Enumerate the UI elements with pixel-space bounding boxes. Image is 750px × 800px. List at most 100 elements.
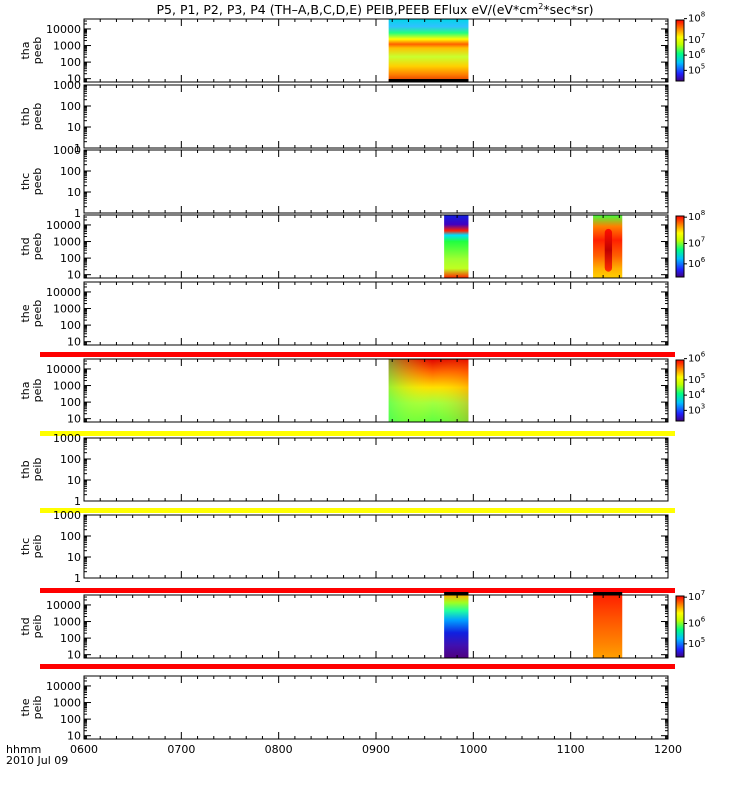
y-axis-label: peib <box>31 458 44 482</box>
panel-frame <box>83 214 669 279</box>
colorbar <box>675 359 685 422</box>
panel-peeb-the: 10000 1000 100 10 the peeb <box>19 281 669 349</box>
y-axis-label: thb <box>19 107 32 125</box>
panel-peeb-thb: 1000 100 10 1 thb peeb <box>19 79 669 155</box>
status-band <box>40 664 675 669</box>
y-axis-label: thc <box>19 173 32 190</box>
y-tick-label: 100 <box>60 252 81 265</box>
panel-frame <box>83 149 669 214</box>
y-tick-label: 10 <box>67 649 81 662</box>
status-band <box>40 508 675 513</box>
y-tick-label: 10 <box>67 474 81 487</box>
y-tick-label: 1000 <box>53 40 81 53</box>
y-axis-label: peib <box>31 696 44 720</box>
panel-peib-thb: 1000 100 10 1 thb peib <box>19 431 675 508</box>
y-tick-label: 10 <box>67 730 81 743</box>
title-part: P5, P1, P2, P3, P4 (TH–A,B,C,D,E) PEIB,P… <box>157 2 539 17</box>
y-tick-label: 10 <box>67 551 81 564</box>
colorbar-label: 103 <box>688 402 705 416</box>
panel-frame <box>83 437 669 502</box>
y-axis-label: tha <box>19 41 32 59</box>
colorbar-label: 107 <box>688 236 705 250</box>
colorbar-label: 108 <box>688 209 705 223</box>
y-tick-label: 1 <box>74 207 81 220</box>
colorbar-label: 106 <box>688 351 706 365</box>
colorbar-label: 105 <box>688 62 705 76</box>
y-axis-label: thd <box>19 617 32 635</box>
panel-frame <box>83 358 669 423</box>
y-tick-label: 1000 <box>53 509 81 522</box>
panel-peeb-thc: 1000 100 10 1 thc peeb <box>19 144 669 220</box>
panel-frame <box>83 84 669 149</box>
colorbar-label: 105 <box>688 372 705 386</box>
status-band <box>40 431 675 436</box>
y-tick-label: 10 <box>67 336 81 349</box>
y-tick-label: 1 <box>74 572 81 585</box>
spectrogram-block <box>444 595 469 658</box>
colorbar-label: 107 <box>688 32 705 46</box>
y-tick-label: 10000 <box>46 363 81 376</box>
y-tick-label: 1000 <box>53 79 81 92</box>
y-tick-label: 1000 <box>53 380 81 393</box>
y-tick-label: 10000 <box>46 599 81 612</box>
y-tick-label: 1000 <box>53 432 81 445</box>
panel-peib-the: 10000 1000 100 10 the peib <box>19 675 669 743</box>
y-tick-label: 100 <box>60 396 81 409</box>
panel-frame <box>83 18 669 83</box>
y-axis-label: peeb <box>31 300 44 328</box>
x-axis-label: hhmm <box>6 743 41 756</box>
y-tick-label: 100 <box>60 453 81 466</box>
y-axis-label: tha <box>19 381 32 399</box>
colorbar-label: 106 <box>688 256 706 270</box>
y-axis-label: the <box>19 304 32 322</box>
status-band <box>40 352 675 357</box>
y-tick-label: 1000 <box>53 616 81 629</box>
y-tick-label: 10000 <box>46 680 81 693</box>
data-edge-line <box>388 79 469 82</box>
y-axis-label: thc <box>19 538 32 555</box>
y-axis-label: peeb <box>31 168 44 196</box>
data-edge-line <box>444 592 469 595</box>
spectrogram-core <box>604 228 613 272</box>
y-axis-label: thd <box>19 237 32 255</box>
y-tick-label: 100 <box>60 56 81 69</box>
y-axis-label: thb <box>19 460 32 478</box>
y-tick-label: 10000 <box>46 286 81 299</box>
y-tick-label: 10000 <box>46 219 81 232</box>
y-tick-label: 10 <box>67 269 81 282</box>
panel-frame <box>83 514 669 579</box>
spectrogram-shade <box>388 359 469 422</box>
y-tick-label: 100 <box>60 100 81 113</box>
x-tick-label: 1200 <box>654 743 682 756</box>
y-tick-label: 1000 <box>53 303 81 316</box>
panel-frame <box>83 281 669 346</box>
colorbar-label: 106 <box>688 47 706 61</box>
panel-frame <box>83 675 669 740</box>
y-tick-label: 10 <box>67 186 81 199</box>
spectrogram-block <box>388 19 469 82</box>
y-tick-label: 100 <box>60 632 81 645</box>
colorbar-label: 107 <box>688 589 705 603</box>
y-axis-label: peib <box>31 379 44 403</box>
y-tick-label: 10 <box>67 73 81 86</box>
chart-title: P5, P1, P2, P3, P4 (TH–A,B,C,D,E) PEIB,P… <box>157 2 594 17</box>
panel-peib-thd: 10000 1000 100 10 thd peib 105 106 107 <box>19 588 706 669</box>
x-tick-label: 0700 <box>167 743 195 756</box>
panel-frame <box>83 594 669 659</box>
colorbar-label: 105 <box>688 636 705 650</box>
y-axis-label: peib <box>31 615 44 639</box>
panel-peib-thc: 1000 100 10 1 thc peib <box>19 508 675 585</box>
y-tick-label: 10000 <box>46 23 81 36</box>
y-tick-label: 100 <box>60 319 81 332</box>
y-axis-label: peeb <box>31 103 44 131</box>
colorbar-label: 108 <box>688 11 705 25</box>
y-tick-label: 100 <box>60 165 81 178</box>
colorbar-label: 106 <box>688 616 706 630</box>
x-tick-label: 0900 <box>362 743 390 756</box>
colorbar-label: 104 <box>688 387 706 401</box>
